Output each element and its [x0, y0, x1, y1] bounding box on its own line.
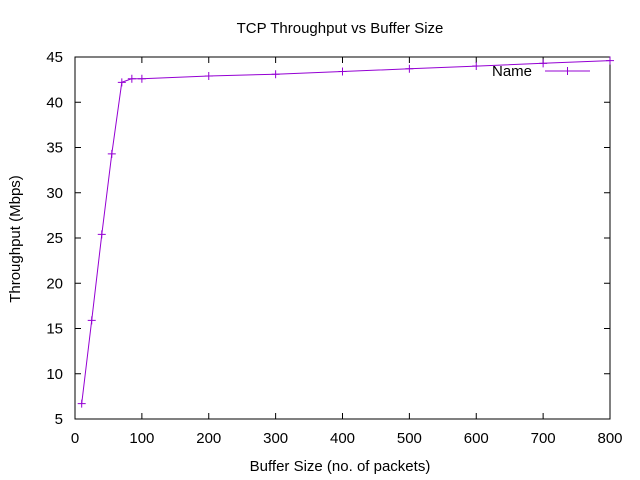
x-axis-label: Buffer Size (no. of packets) — [250, 458, 431, 475]
y-tick-label: 35 — [46, 140, 63, 157]
y-tick-label: 25 — [46, 230, 63, 247]
data-point — [338, 67, 347, 76]
y-tick-label: 10 — [46, 366, 63, 383]
legend-marker — [563, 67, 572, 75]
legend-label: Name — [492, 63, 532, 80]
y-tick-label: 30 — [46, 185, 63, 202]
y-tick-label: 15 — [46, 321, 63, 338]
x-tick-label: 100 — [129, 430, 154, 447]
plot-frame — [74, 56, 611, 420]
y-tick-label: 20 — [46, 275, 63, 292]
data-point — [97, 230, 106, 239]
x-tick-label: 600 — [464, 430, 489, 447]
y-axis-label: Throughput (Mbps) — [7, 175, 24, 303]
x-tick-label: 700 — [531, 430, 556, 447]
y-tick-label: 40 — [46, 94, 63, 111]
x-tick-label: 300 — [263, 430, 288, 447]
data-point — [127, 74, 136, 83]
y-tick-label: 5 — [55, 411, 63, 428]
data-point — [204, 72, 213, 81]
series-line — [81, 60, 611, 404]
y-tick-label: 45 — [46, 49, 63, 66]
data-point — [107, 149, 116, 158]
data-point — [405, 64, 414, 73]
chart-title: TCP Throughput vs Buffer Size — [237, 20, 444, 37]
axis-ticks: 0 100 200 300 400 500 600 700 800 5 10 15 20 25 30 35 40… — [46, 49, 622, 447]
x-tick-label: 400 — [330, 430, 355, 447]
data-point — [87, 316, 96, 325]
data-point — [539, 59, 548, 68]
legend: Name — [492, 63, 590, 80]
x-tick-label: 800 — [597, 430, 622, 447]
data-point — [271, 70, 280, 79]
series-layer — [77, 56, 614, 408]
data-point — [472, 62, 481, 71]
x-tick-label: 200 — [196, 430, 221, 447]
data-point — [137, 74, 146, 83]
x-tick-label: 0 — [71, 430, 79, 447]
data-point — [606, 56, 614, 65]
data-point — [117, 78, 126, 87]
data-point — [77, 399, 86, 408]
x-tick-label: 500 — [397, 430, 422, 447]
